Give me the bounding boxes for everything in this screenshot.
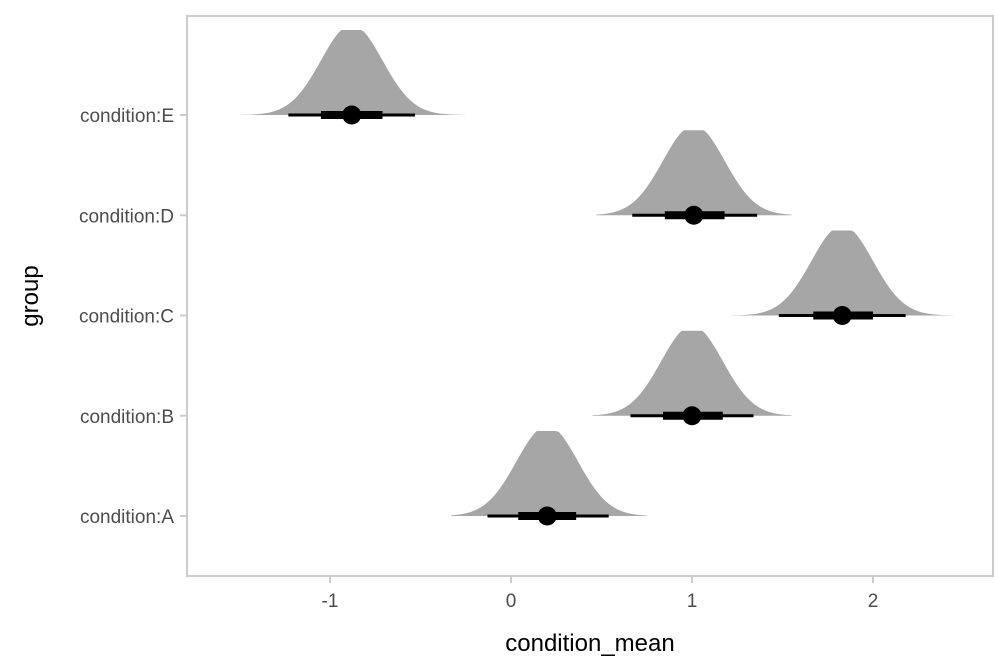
median-point (684, 205, 704, 225)
halfeye-condition-c (731, 230, 955, 325)
median-point (537, 506, 557, 526)
x-axis-title: condition_mean (505, 630, 674, 657)
density-slab (596, 130, 792, 216)
x-tick-label: -1 (322, 591, 339, 612)
halfeye-condition-a (451, 431, 647, 526)
x-tick-label: 0 (506, 591, 517, 612)
y-tick-label: condition:B (80, 407, 174, 428)
x-axis-ticks: -1 0 1 2 (322, 577, 879, 612)
density-slab (451, 431, 647, 516)
halfeye-condition-e (239, 30, 466, 125)
median-point (832, 306, 852, 325)
y-tick-label: condition:D (79, 206, 174, 227)
y-tick-label: condition:E (80, 106, 174, 127)
y-tick-label: condition:C (79, 307, 174, 328)
median-point (682, 406, 702, 426)
density-slab (731, 230, 955, 316)
x-tick-label: 2 (868, 591, 879, 612)
y-tick-label: condition:A (80, 507, 174, 528)
density-slab (239, 30, 466, 115)
halfeye-condition-d (596, 130, 792, 225)
halfeye-condition-b (592, 330, 792, 426)
y-axis-title: group (17, 265, 44, 326)
x-tick-label: 1 (687, 591, 698, 612)
y-axis-ticks: condition:A condition:B condition:C conditi… (79, 106, 186, 528)
chart-marks (239, 30, 955, 526)
median-point (342, 105, 362, 125)
density-slab (592, 330, 792, 416)
